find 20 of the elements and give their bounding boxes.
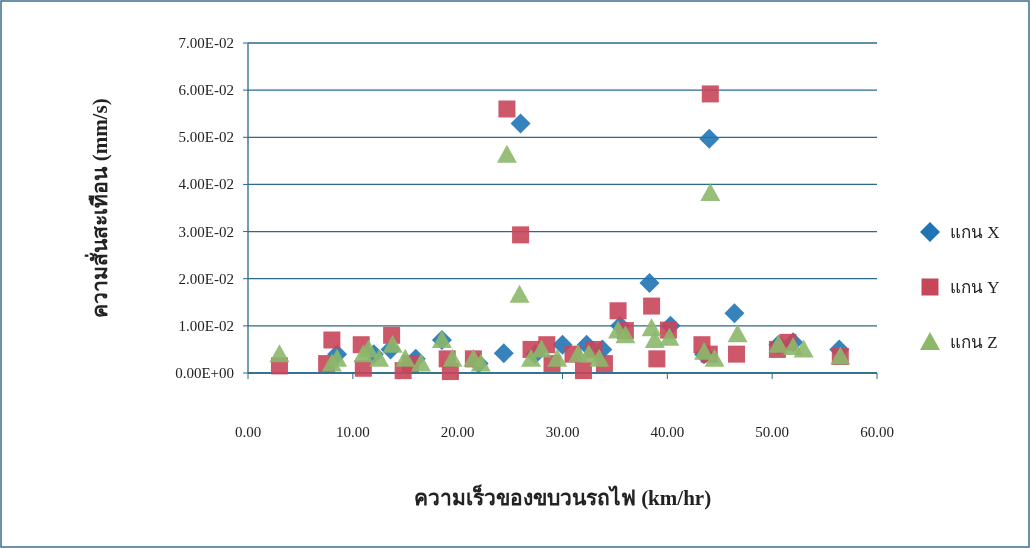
x-tick-label: 60.00 (860, 424, 894, 440)
y-tick-label: 3.00E-02 (178, 223, 234, 240)
legend-label: แกน Z (950, 333, 998, 352)
legend-label: แกน Y (950, 278, 1000, 297)
x-tick-label: 50.00 (755, 424, 790, 440)
legend-label: แกน X (950, 223, 1000, 242)
x-tick-label: 0.00 (234, 424, 262, 440)
y-tick-label: 4.00E-02 (178, 176, 234, 193)
x-tick-label: 40.00 (650, 424, 685, 440)
y-tick-label: 1.00E-02 (178, 317, 234, 334)
x-tick-label: 30.00 (545, 424, 580, 440)
y-tick-label: 7.00E-02 (178, 35, 234, 51)
y-axis-title: ความสั่นสะเทือน (mm/s) (84, 98, 112, 318)
y-tick-label: 2.00E-02 (178, 270, 234, 287)
x-tick-label: 10.00 (335, 424, 370, 440)
y-tick-label: 0.00E+00 (175, 365, 234, 381)
x-axis-title: ความเร็วของขบวนรถไฟ (km/hr) (413, 484, 712, 510)
y-tick-label: 6.00E-02 (178, 82, 234, 99)
y-tick-label: 5.00E-02 (178, 129, 234, 146)
x-tick-label: 20.00 (440, 424, 475, 440)
